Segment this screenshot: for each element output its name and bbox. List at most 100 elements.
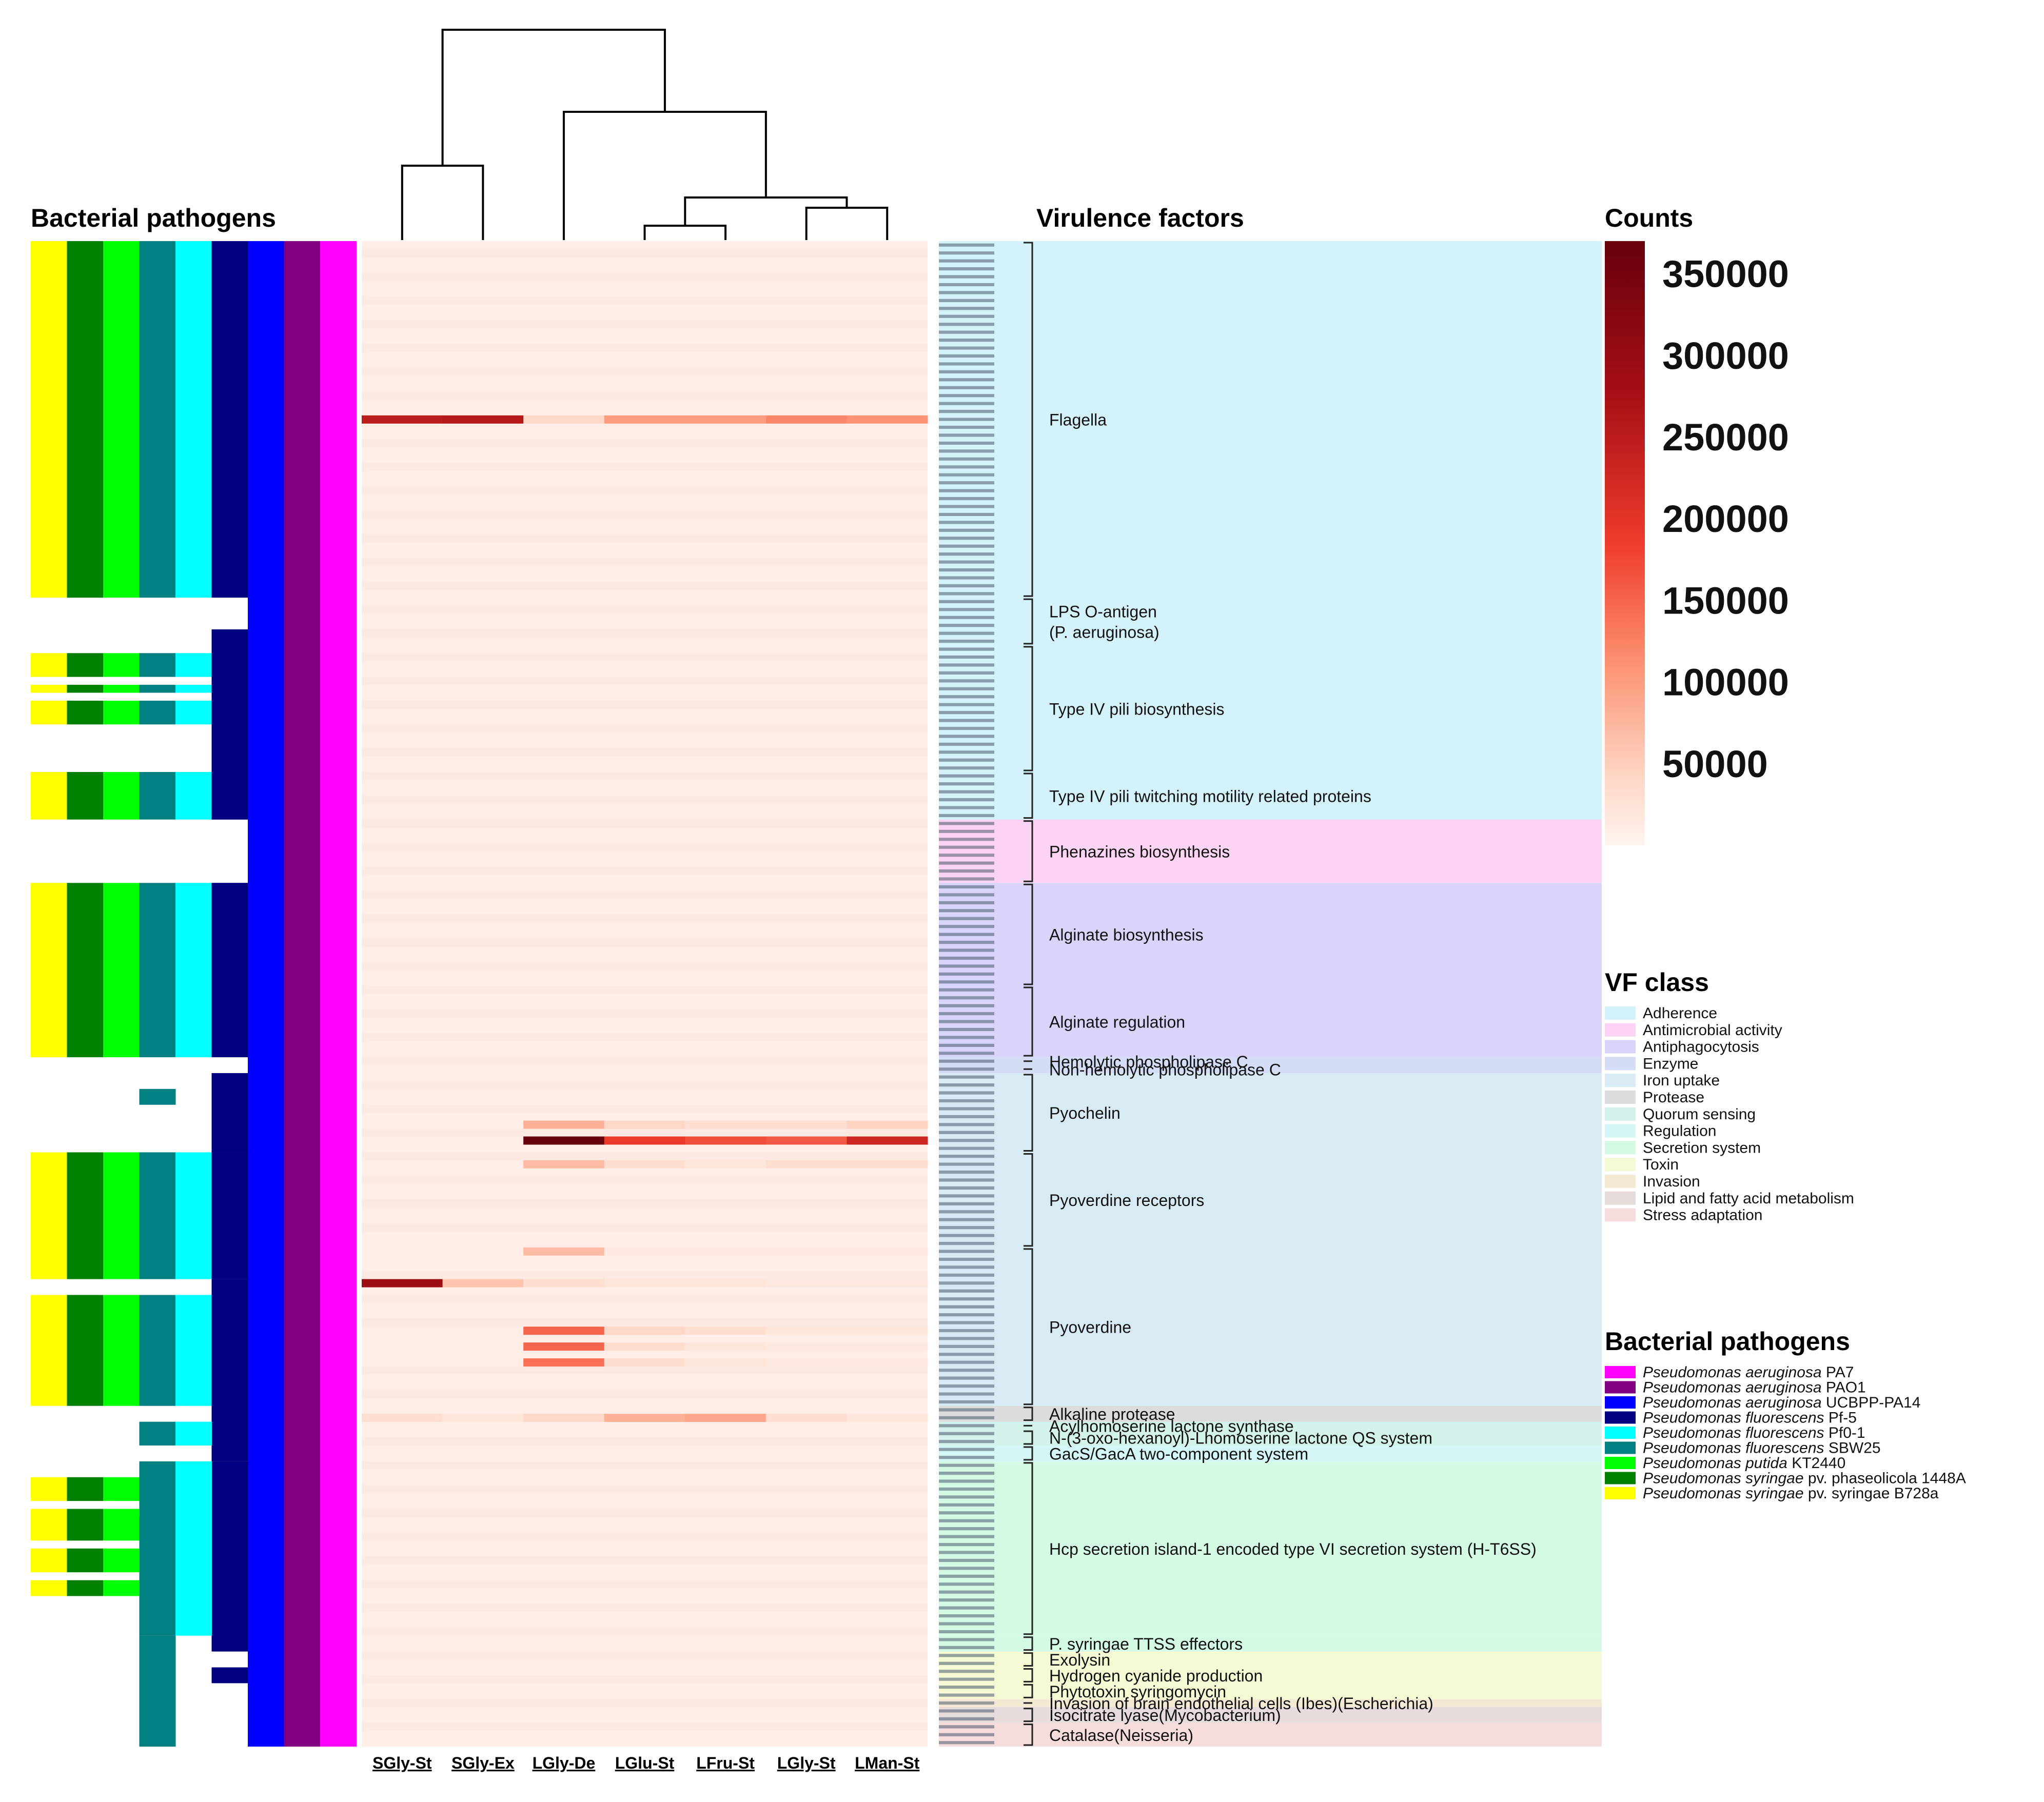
gene-id-127 — [939, 1250, 994, 1253]
heatmap-stripe-115 — [362, 1152, 928, 1160]
bracket-20 — [1024, 1684, 1033, 1698]
presence-cell-0-4-4 — [175, 771, 212, 820]
vf-label-1: LPS O-antigen — [1049, 602, 1157, 621]
gene-id-113 — [939, 1139, 994, 1142]
vf-band-0 — [939, 241, 1602, 598]
gene-id-163 — [939, 1535, 994, 1538]
presence-cell-0-2-9 — [103, 1517, 140, 1541]
heatmap-stripe-130 — [362, 1271, 928, 1279]
gene-id-36 — [939, 528, 994, 532]
gene-id-14 — [939, 354, 994, 358]
heatmap-cell-137-1 — [442, 1326, 524, 1335]
column-dendrogram — [401, 29, 889, 240]
gene-id-68 — [939, 782, 994, 786]
column-label-4: LFru-St — [696, 1754, 755, 1772]
pathogen-swatch-1 — [1605, 1381, 1636, 1394]
gene-id-73 — [939, 822, 994, 825]
gene-id-17 — [939, 378, 994, 382]
gene-id-32 — [939, 497, 994, 501]
gene-id-182 — [939, 1686, 994, 1689]
heatmap-cell-131-1 — [442, 1279, 524, 1288]
pathogen-strain-0: PA7 — [1822, 1364, 1854, 1381]
presence-cell-0-3-7 — [139, 1295, 176, 1406]
gene-id-30 — [939, 481, 994, 485]
column-label-6: LMan-St — [855, 1754, 920, 1772]
vf-label-4: Phenazines biosynthesis — [1049, 842, 1230, 861]
presence-cell-0-0-1 — [31, 653, 67, 677]
gene-id-13 — [939, 346, 994, 350]
presence-cell-0-0-8 — [31, 1477, 67, 1501]
pathogen-swatch-5 — [1605, 1441, 1636, 1454]
bracket-22 — [1024, 1708, 1033, 1722]
presence-cell-0-0-7 — [31, 1295, 67, 1406]
presence-cell-4-3-1 — [139, 1461, 176, 1636]
gene-id-188 — [939, 1733, 994, 1736]
colorbar-bar — [1605, 241, 1645, 845]
heatmap-cell-139-2 — [523, 1342, 605, 1351]
bracket-0 — [1024, 242, 1033, 597]
gene-id-110 — [939, 1115, 994, 1119]
heatmap-stripe-97 — [362, 1009, 928, 1018]
presence-cell-0-2-5 — [103, 883, 140, 1058]
bracket-18 — [1024, 1652, 1033, 1667]
heatmap-stripe-151 — [362, 1437, 928, 1445]
pathogen-species-7: Pseudomonas syringae — [1643, 1470, 1804, 1487]
gene-id-65 — [939, 758, 994, 762]
pathogen-swatch-0 — [1605, 1366, 1636, 1378]
vf-label-13: Acylhomoserine lactone synthase — [1049, 1417, 1294, 1435]
presence-cell-0-0-2 — [31, 685, 67, 693]
gene-id-104 — [939, 1067, 994, 1071]
heatmap-stripe-52 — [362, 653, 928, 661]
gene-id-27 — [939, 457, 994, 461]
pathogen-legend-title: Bacterial pathogens — [1605, 1327, 1850, 1356]
dendro-link-lglu-lfru — [643, 225, 727, 240]
heatmap-cell-139-1 — [442, 1342, 524, 1351]
gene-id-115 — [939, 1155, 994, 1158]
presence-cell-0-3-5 — [139, 883, 176, 1058]
gene-id-69 — [939, 790, 994, 794]
gene-id-112 — [939, 1131, 994, 1134]
presence-cell-0-2-0 — [103, 241, 140, 598]
pathogen-label-5: Pseudomonas fluorescens SBW25 — [1643, 1440, 1881, 1457]
presence-cell-4-4-1 — [175, 1461, 212, 1636]
gene-id-56 — [939, 687, 994, 690]
heatmap-stripe-82 — [362, 890, 928, 899]
gene-id-154 — [939, 1463, 994, 1467]
presence-cell-0-4-0 — [175, 241, 212, 598]
pathogen-strain-4: Pf0-1 — [1824, 1424, 1865, 1441]
vf-band-10 — [939, 1152, 1602, 1247]
pathogen-label-0: Pseudomonas aeruginosa PA7 — [1643, 1364, 1854, 1381]
presence-cell-1-5-4 — [211, 1279, 248, 1461]
vf-band-22 — [939, 1707, 1602, 1723]
gene-id-4 — [939, 275, 994, 279]
gene-id-82 — [939, 893, 994, 897]
presence-cell-0-4-6 — [175, 1152, 212, 1279]
heatmap-cell-127-3 — [604, 1247, 685, 1256]
bracket-10 — [1024, 1153, 1033, 1247]
gene-id-166 — [939, 1558, 994, 1562]
pathogen-strain-1: PAO1 — [1822, 1379, 1866, 1396]
heatmap-cell-139-5 — [765, 1342, 847, 1351]
gene-id-129 — [939, 1265, 994, 1269]
vf-label-16: Hcp secretion island-1 encoded type VI s… — [1049, 1540, 1537, 1558]
vf-band-17 — [939, 1635, 1602, 1652]
heatmap-cell-116-2 — [523, 1160, 605, 1169]
gene-id-88 — [939, 941, 994, 944]
vf-class-label-3: Enzyme — [1643, 1055, 1698, 1072]
presence-cell-0-4-5 — [175, 883, 212, 1058]
bracket-23 — [1024, 1724, 1033, 1746]
colorbar-tick-5: 100000 — [1662, 661, 1789, 704]
vf-label-0: Flagella — [1049, 411, 1107, 429]
presence-cell-0-3-6 — [139, 1152, 176, 1279]
vf-class-label-10: Invasion — [1643, 1173, 1700, 1190]
heatmap-cell-127-0 — [362, 1247, 443, 1256]
colorbar-tick-2: 250000 — [1662, 416, 1789, 459]
vf-band-20 — [939, 1683, 1602, 1699]
gene-id-51 — [939, 647, 994, 651]
gene-id-8 — [939, 307, 994, 310]
gene-id-136 — [939, 1321, 994, 1324]
gene-id-74 — [939, 829, 994, 833]
gene-id-9 — [939, 314, 994, 318]
